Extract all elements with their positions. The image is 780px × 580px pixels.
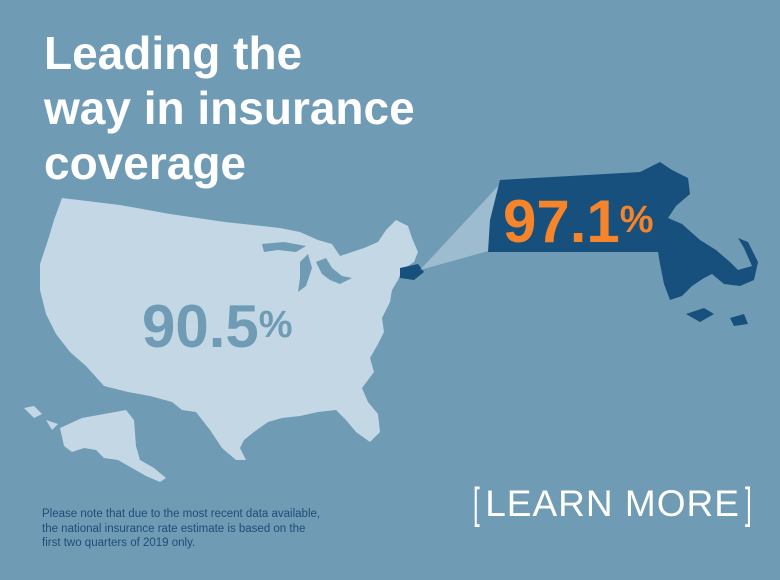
massachusetts-stat: 97.1% — [503, 188, 654, 255]
headline-line-2: way in insurance — [44, 82, 415, 134]
footnote-line-2: the national insurance rate estimate is … — [42, 522, 306, 535]
marthas-vineyard — [686, 308, 714, 322]
open-bracket: [ — [472, 479, 481, 528]
national-stat: 90.5% — [142, 293, 293, 360]
massachusetts-stat-unit: % — [620, 199, 654, 241]
lake-huron-erie — [316, 258, 352, 284]
learn-more-label: LEARN MORE — [485, 483, 740, 524]
lake-michigan — [298, 254, 312, 292]
national-stat-unit: % — [259, 304, 293, 346]
lake-superior — [262, 242, 306, 252]
footnote: Please note that due to the most recent … — [42, 507, 372, 551]
headline-line-3: coverage — [44, 137, 247, 189]
national-stat-value: 90.5 — [142, 293, 259, 360]
close-bracket: ] — [744, 479, 753, 528]
footnote-line-1: Please note that due to the most recent … — [42, 508, 321, 520]
footnote-line-3: first two quarters of 2019 only. — [42, 537, 196, 549]
massachusetts-large — [488, 162, 758, 300]
callout-beam — [420, 184, 500, 270]
nantucket — [730, 314, 748, 326]
massachusetts-stat-value: 97.1 — [503, 188, 620, 255]
headline-line-1: Leading the — [44, 27, 303, 79]
headline: Leading the way in insurance coverage — [44, 26, 514, 191]
alaska-map — [60, 410, 166, 482]
massachusetts-small — [400, 264, 424, 280]
learn-more-button[interactable]: [ LEARN MORE ] — [470, 482, 755, 526]
aleutian-islands — [24, 406, 58, 430]
